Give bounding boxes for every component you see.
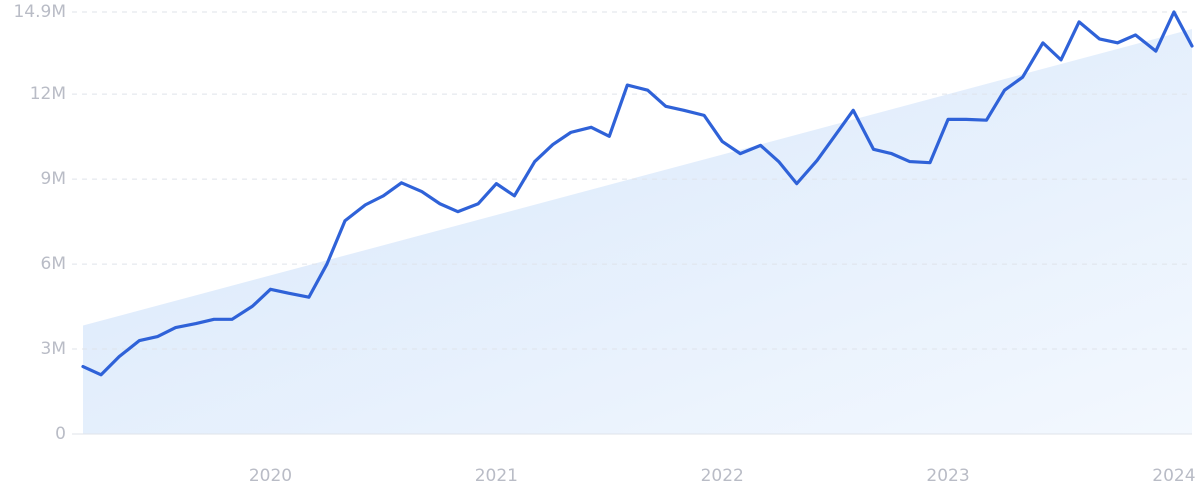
- x-tick-label: 2023: [926, 466, 969, 486]
- y-tick-label: 9M: [41, 169, 66, 189]
- data-line: [81, 10, 1194, 377]
- x-tick-label: 2020: [249, 466, 292, 486]
- y-tick-label: 3M: [41, 339, 66, 359]
- y-tick-label: 6M: [41, 254, 66, 274]
- y-tick-label: 12M: [30, 84, 66, 104]
- trend-area: [83, 28, 1192, 435]
- y-tick-label: 14.9M: [13, 2, 66, 22]
- x-tick-label: 2024: [1152, 466, 1195, 486]
- x-tick-label: 2021: [475, 466, 518, 486]
- y-tick-label: 0: [55, 424, 66, 444]
- x-tick-label: 2022: [701, 466, 744, 486]
